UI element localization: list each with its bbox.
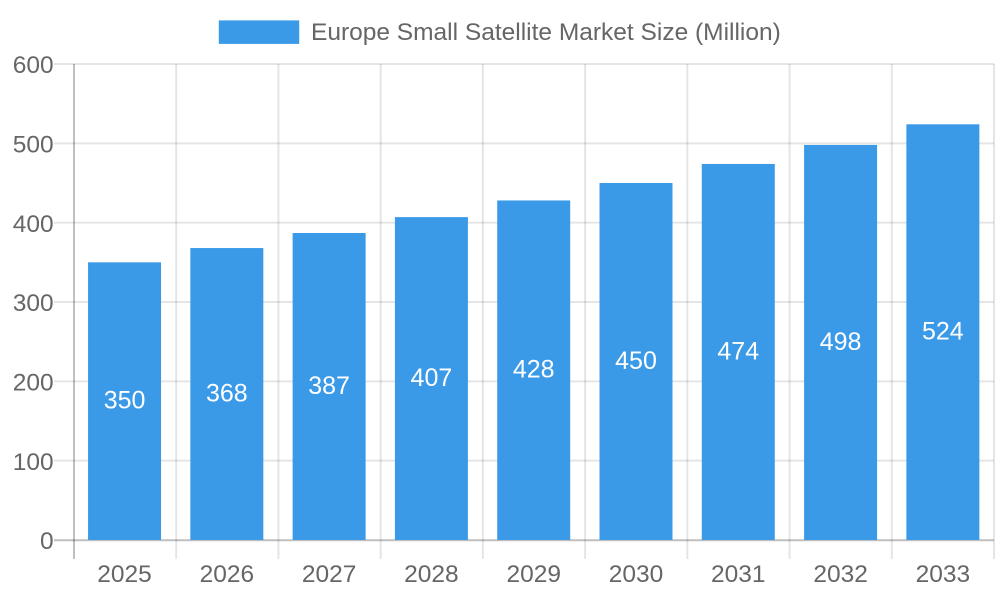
- svg-text:300: 300: [13, 290, 54, 317]
- svg-text:2027: 2027: [302, 561, 357, 588]
- svg-text:Europe Small Satellite Market: Europe Small Satellite Market Size (Mill…: [311, 19, 781, 46]
- svg-text:0: 0: [40, 528, 54, 555]
- svg-text:200: 200: [13, 369, 54, 396]
- svg-text:2025: 2025: [97, 561, 152, 588]
- svg-text:400: 400: [13, 211, 54, 238]
- svg-text:2031: 2031: [711, 561, 766, 588]
- svg-text:387: 387: [308, 372, 350, 400]
- svg-text:350: 350: [104, 387, 146, 415]
- svg-text:2028: 2028: [404, 561, 459, 588]
- svg-text:100: 100: [13, 449, 54, 476]
- svg-text:2029: 2029: [506, 561, 561, 588]
- svg-text:450: 450: [615, 347, 657, 375]
- svg-text:498: 498: [820, 328, 862, 356]
- svg-text:524: 524: [922, 318, 964, 346]
- svg-text:2026: 2026: [200, 561, 255, 588]
- svg-text:474: 474: [717, 337, 759, 365]
- svg-text:500: 500: [13, 131, 54, 158]
- svg-text:2030: 2030: [609, 561, 664, 588]
- svg-text:2033: 2033: [916, 561, 971, 588]
- svg-text:2032: 2032: [813, 561, 868, 588]
- svg-text:428: 428: [513, 356, 555, 384]
- svg-text:600: 600: [13, 52, 54, 79]
- svg-text:407: 407: [411, 364, 453, 392]
- svg-text:368: 368: [206, 379, 248, 407]
